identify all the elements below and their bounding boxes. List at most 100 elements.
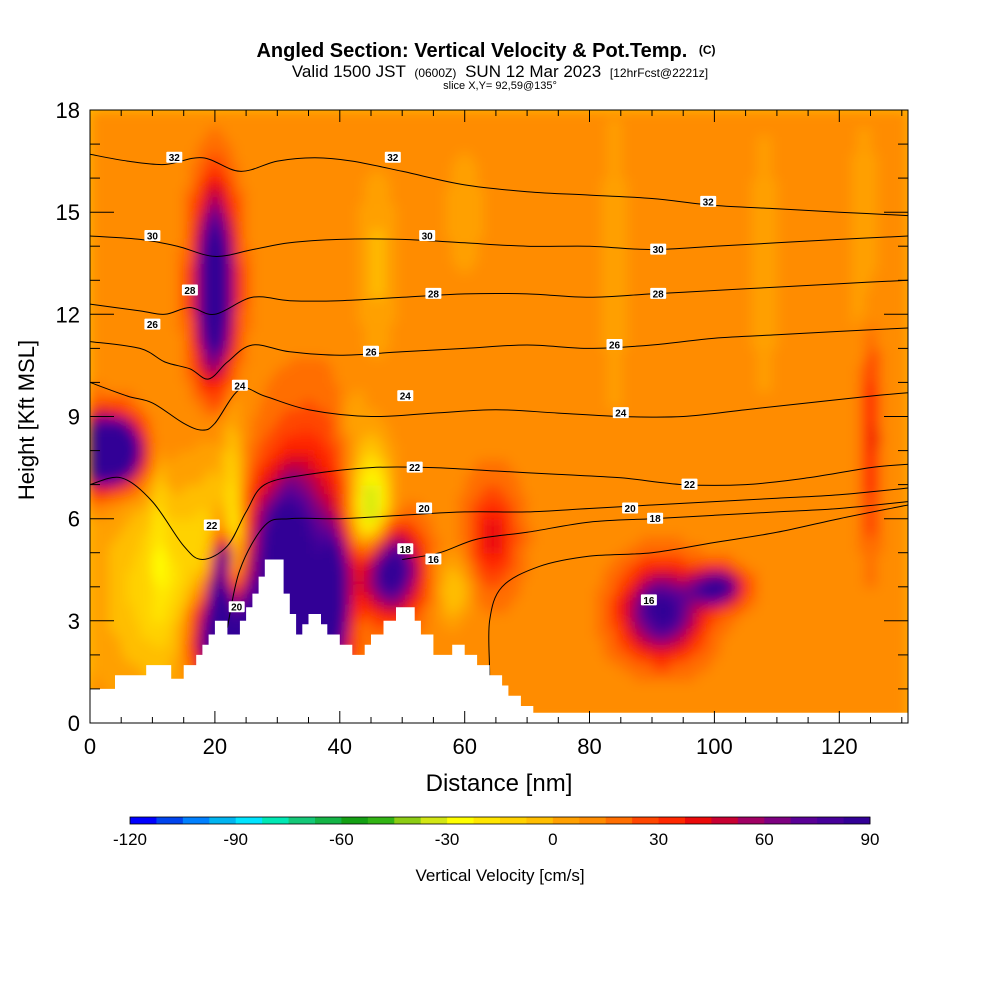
velocity-cell xyxy=(346,390,354,401)
velocity-cell xyxy=(339,425,347,435)
velocity-cell xyxy=(171,476,179,486)
velocity-cell xyxy=(314,561,322,571)
velocity-cell xyxy=(164,612,172,622)
velocity-cell xyxy=(121,501,129,511)
velocity-cell xyxy=(252,459,260,469)
velocity-cell xyxy=(146,280,154,290)
velocity-cell xyxy=(364,373,372,384)
velocity-cell xyxy=(277,246,285,256)
velocity-cell xyxy=(296,339,304,350)
velocity-cell xyxy=(239,280,247,290)
velocity-cell xyxy=(239,365,247,375)
velocity-cell xyxy=(408,399,416,409)
velocity-cell xyxy=(495,144,503,154)
velocity-cell xyxy=(520,620,528,631)
velocity-cell xyxy=(452,501,460,511)
velocity-cell xyxy=(146,118,154,128)
velocity-cell xyxy=(346,620,354,631)
velocity-cell xyxy=(370,331,379,341)
velocity-cell xyxy=(314,169,322,179)
velocity-cell xyxy=(364,493,372,503)
velocity-cell xyxy=(277,467,285,477)
velocity-cell xyxy=(202,229,210,239)
velocity-cell xyxy=(214,544,222,554)
velocity-cell xyxy=(102,416,110,426)
velocity-cell xyxy=(214,407,222,418)
velocity-cell xyxy=(420,442,428,452)
velocity-cell xyxy=(321,152,329,162)
velocity-cell xyxy=(383,578,391,588)
velocity-cell xyxy=(102,263,110,273)
velocity-cell xyxy=(214,365,222,375)
velocity-cell xyxy=(502,450,510,460)
velocity-cell xyxy=(177,356,185,367)
velocity-cell xyxy=(189,578,197,588)
velocity-cell xyxy=(177,407,185,418)
velocity-cell xyxy=(271,237,279,248)
velocity-cell xyxy=(171,501,179,511)
velocity-cell xyxy=(221,390,229,401)
velocity-cell xyxy=(514,629,522,639)
velocity-cell xyxy=(271,280,279,290)
velocity-cell xyxy=(171,586,179,597)
velocity-cell xyxy=(308,561,316,571)
velocity-cell xyxy=(196,331,204,341)
velocity-cell xyxy=(420,127,428,137)
velocity-cell xyxy=(445,297,453,307)
velocity-cell xyxy=(127,476,135,486)
velocity-cell xyxy=(420,518,428,528)
velocity-cell xyxy=(445,603,453,614)
velocity-cell xyxy=(389,118,397,128)
velocity-cell xyxy=(439,297,447,307)
velocity-cell xyxy=(420,322,428,333)
velocity-cell xyxy=(196,254,204,265)
velocity-cell xyxy=(377,620,385,631)
velocity-cell xyxy=(370,246,379,256)
velocity-cell xyxy=(321,484,329,494)
velocity-cell xyxy=(483,544,491,554)
velocity-cell xyxy=(164,305,172,316)
velocity-cell xyxy=(121,365,129,375)
velocity-cell xyxy=(189,433,197,443)
velocity-cell xyxy=(108,118,116,128)
velocity-cell xyxy=(158,127,166,137)
velocity-cell xyxy=(358,195,366,205)
velocity-cell xyxy=(346,373,354,384)
velocity-cell xyxy=(439,535,447,545)
velocity-cell xyxy=(196,339,204,350)
velocity-cell xyxy=(339,237,347,248)
velocity-cell xyxy=(333,110,341,120)
velocity-cell xyxy=(264,407,272,418)
velocity-cell xyxy=(202,382,210,392)
velocity-cell xyxy=(258,314,266,324)
velocity-cell xyxy=(352,425,360,435)
velocity-cell xyxy=(327,476,335,486)
velocity-cell xyxy=(389,390,397,401)
velocity-cell xyxy=(121,152,129,162)
velocity-cell xyxy=(302,203,310,213)
velocity-cell xyxy=(508,110,516,120)
velocity-cell xyxy=(352,603,360,614)
velocity-cell xyxy=(508,297,516,307)
velocity-cell xyxy=(283,229,291,239)
velocity-cell xyxy=(114,271,123,282)
velocity-cell xyxy=(196,135,204,145)
velocity-cell xyxy=(208,203,216,213)
velocity-cell xyxy=(452,220,460,230)
velocity-cell xyxy=(296,467,304,477)
velocity-cell xyxy=(333,127,341,137)
velocity-cell xyxy=(477,459,485,469)
velocity-cell xyxy=(90,288,98,299)
velocity-cell xyxy=(246,229,254,239)
velocity-cell xyxy=(164,382,172,392)
velocity-cell xyxy=(302,220,310,230)
velocity-cell xyxy=(114,373,123,384)
velocity-cell xyxy=(233,263,241,273)
velocity-cell xyxy=(227,510,235,520)
velocity-cell xyxy=(277,425,285,435)
velocity-cell xyxy=(389,518,397,528)
velocity-cell xyxy=(177,297,185,307)
velocity-cell xyxy=(227,450,235,460)
velocity-cell xyxy=(364,578,372,588)
velocity-cell xyxy=(177,544,185,554)
